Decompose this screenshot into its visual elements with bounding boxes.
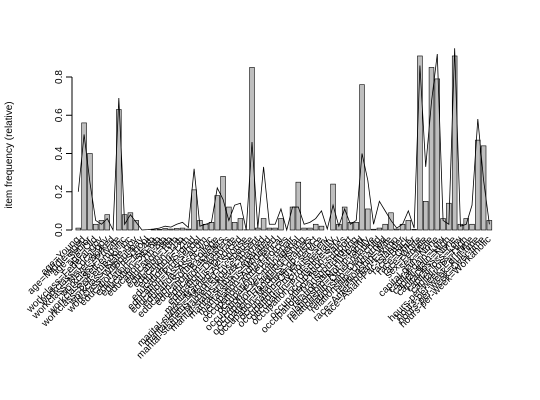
population-line	[77, 48, 490, 232]
bar	[480, 145, 487, 231]
bar	[208, 222, 215, 231]
bar	[428, 67, 435, 231]
bar	[81, 122, 87, 231]
bar	[266, 227, 273, 231]
bar	[376, 227, 383, 231]
bar	[475, 139, 481, 231]
bar	[220, 176, 226, 231]
bar	[214, 195, 220, 231]
bar	[231, 222, 238, 231]
bar	[312, 223, 319, 231]
bar	[318, 225, 325, 231]
y-tick-label: 0.8	[54, 70, 65, 84]
bar	[156, 229, 163, 231]
bar	[75, 227, 82, 231]
y-tick-label: 0.0	[54, 223, 65, 237]
bar	[249, 67, 255, 231]
bar	[289, 206, 296, 231]
bar	[185, 228, 192, 231]
bar	[168, 228, 174, 231]
bar	[411, 229, 417, 231]
bar	[347, 222, 354, 231]
bar	[307, 227, 313, 231]
bar	[272, 227, 278, 231]
bar	[422, 201, 429, 231]
bar	[104, 214, 110, 231]
bar	[278, 218, 284, 231]
bar	[162, 228, 168, 231]
bar	[226, 206, 232, 231]
bar	[469, 223, 475, 231]
bar	[116, 109, 122, 231]
bar	[174, 228, 180, 231]
bar	[127, 212, 134, 231]
bar	[191, 189, 197, 231]
bar	[295, 181, 302, 231]
y-axis-label: item frequency (relative)	[4, 101, 15, 208]
y-tick-label: 0.4	[54, 146, 65, 160]
bar	[92, 223, 99, 231]
bar	[486, 220, 493, 231]
bar	[260, 218, 267, 231]
bar	[179, 227, 186, 231]
bar	[382, 223, 388, 231]
bar	[341, 206, 348, 231]
bar	[301, 227, 307, 231]
bar	[417, 55, 423, 231]
bar	[451, 55, 458, 231]
bar	[370, 228, 377, 231]
bar	[330, 183, 336, 231]
bar	[255, 227, 261, 231]
bar	[237, 218, 244, 231]
bar	[353, 222, 359, 231]
y-tick-label: 0.6	[54, 108, 65, 122]
bar	[388, 212, 394, 231]
bar	[434, 78, 440, 231]
bar	[98, 220, 105, 231]
y-tick-label: 0.2	[54, 184, 65, 198]
bar	[365, 208, 371, 231]
bar	[87, 153, 93, 231]
bar	[394, 228, 400, 231]
bar	[405, 220, 412, 231]
